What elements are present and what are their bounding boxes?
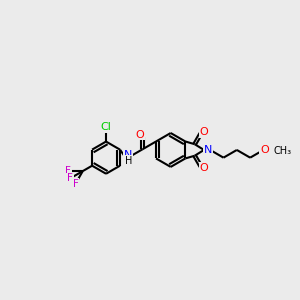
Text: F: F	[65, 166, 71, 176]
Text: F: F	[67, 173, 73, 183]
Text: O: O	[200, 127, 208, 137]
Text: O: O	[260, 145, 269, 155]
Text: F: F	[73, 179, 78, 189]
Text: O: O	[200, 163, 208, 173]
Text: CH₃: CH₃	[274, 146, 292, 156]
Text: N: N	[124, 150, 133, 160]
Text: N: N	[204, 145, 212, 155]
Text: O: O	[135, 130, 144, 140]
Text: Cl: Cl	[100, 122, 112, 132]
Text: H: H	[125, 156, 132, 166]
